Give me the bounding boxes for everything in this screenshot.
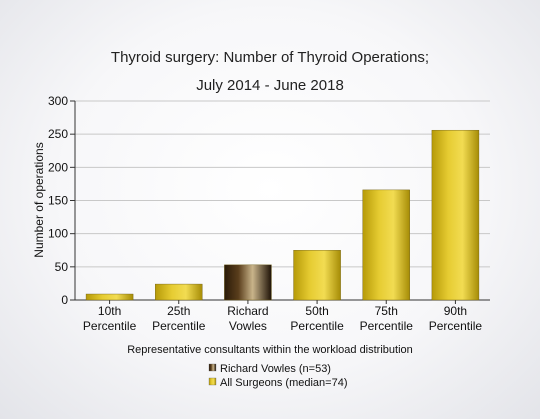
bar-5 [431, 129, 480, 301]
x-tick-label: Vowles [229, 319, 267, 333]
y-tick-label: 250 [48, 127, 68, 141]
x-tick-label: 10th [98, 304, 121, 318]
x-tick-label: 50th [305, 304, 328, 318]
x-tick-label: Percentile [429, 319, 483, 333]
y-tick-label: 50 [55, 260, 69, 274]
x-axis-label: Representative consultants within the wo… [127, 344, 413, 356]
y-tick-label: 200 [48, 160, 68, 174]
legend-label-all: All Surgeons (median=74) [220, 377, 348, 389]
legend-label-rv: Richard Vowles (n=53) [220, 363, 331, 375]
x-tick-label: 25th [167, 304, 190, 318]
x-tick-labels: 10thPercentile25thPercentileRichardVowle… [83, 304, 483, 333]
bar-4 [362, 189, 410, 301]
bar-0 [85, 293, 134, 301]
bar-3 [293, 250, 341, 301]
chart-title-line-1: Thyroid surgery: Number of Thyroid Opera… [111, 49, 429, 66]
bar-2 [224, 264, 272, 301]
x-tick-label: Percentile [152, 319, 206, 333]
bar-1 [155, 283, 203, 301]
y-axis-label: Number of operations [32, 142, 46, 257]
x-tick-label: Richard [227, 304, 268, 318]
y-tick-label: 100 [48, 227, 68, 241]
x-tick-label: 75th [375, 304, 398, 318]
x-tick-label: Percentile [83, 319, 137, 333]
x-tick-label: Percentile [290, 319, 344, 333]
legend: Richard Vowles (n=53) All Surgeons (media… [208, 363, 348, 389]
bars [85, 129, 480, 301]
legend-swatch-all [208, 377, 217, 386]
axes: 0 50 100 150 200 250 300 [48, 94, 490, 307]
chart-title-line-2: July 2014 - June 2018 [196, 77, 344, 94]
x-tick-label: 90th [444, 304, 467, 318]
legend-swatch-rv [208, 363, 217, 372]
x-tick-label: Percentile [360, 319, 414, 333]
gridlines [75, 100, 490, 268]
y-tick-label: 150 [48, 194, 68, 208]
y-tick-label: 0 [61, 293, 68, 307]
y-tick-label: 300 [48, 94, 68, 108]
